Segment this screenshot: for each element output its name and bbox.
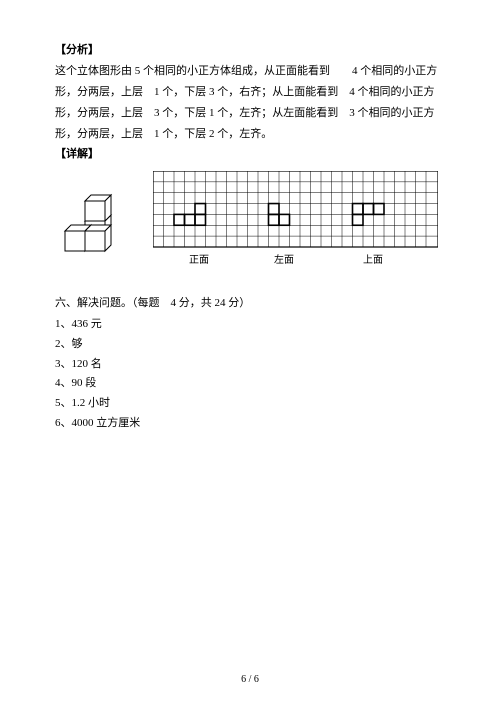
analysis-line-1: 这个立体图形由 5 个相同的小正方体组成，从正面能看到 4 个相同的小正方 (55, 65, 437, 77)
answer-2: 2、够 (55, 335, 445, 354)
answer-5: 5、1.2 小时 (55, 394, 445, 413)
label-top: 上面 (363, 254, 383, 266)
orthographic-views: 正面 左面 上面 (153, 171, 438, 279)
page-footer: 6 / 6 (0, 674, 500, 685)
answer-3: 3、120 名 (55, 355, 445, 374)
section-6: 六、解决问题。（每题 4 分，共 24 分） 1、436 元 2、够 3、120… (55, 293, 445, 432)
analysis-title: 【分析】 (55, 40, 445, 61)
label-front: 正面 (189, 255, 209, 266)
analysis-line-2: 形，分两层，上层 1 个，下层 3 个，右齐；从上面能看到 4 个相同的小正方 (55, 86, 435, 98)
label-left: 左面 (274, 253, 294, 266)
section-6-title: 六、解决问题。（每题 4 分，共 24 分） (55, 293, 445, 314)
analysis-line-4: 形，分两层，上层 1 个，下层 2 个，左齐。 (55, 128, 272, 140)
isometric-cubes (55, 171, 145, 256)
figure-row: 正面 左面 上面 (55, 171, 445, 279)
analysis-line-3: 形，分两层，上层 3 个，下层 1 个，左齐；从左面能看到 3 个相同的小正方 (55, 107, 435, 119)
cubes-svg (55, 171, 145, 256)
answer-6: 6、4000 立方厘米 (55, 414, 445, 433)
answer-1: 1、436 元 (55, 315, 445, 334)
detail-title: 【详解】 (55, 144, 445, 165)
views-svg: 正面 左面 上面 (153, 171, 438, 271)
analysis-paragraph: 这个立体图形由 5 个相同的小正方体组成，从正面能看到 4 个相同的小正方 形，… (55, 61, 445, 145)
answer-4: 4、90 段 (55, 374, 445, 393)
page-content: 【分析】 这个立体图形由 5 个相同的小正方体组成，从正面能看到 4 个相同的小… (0, 0, 500, 432)
